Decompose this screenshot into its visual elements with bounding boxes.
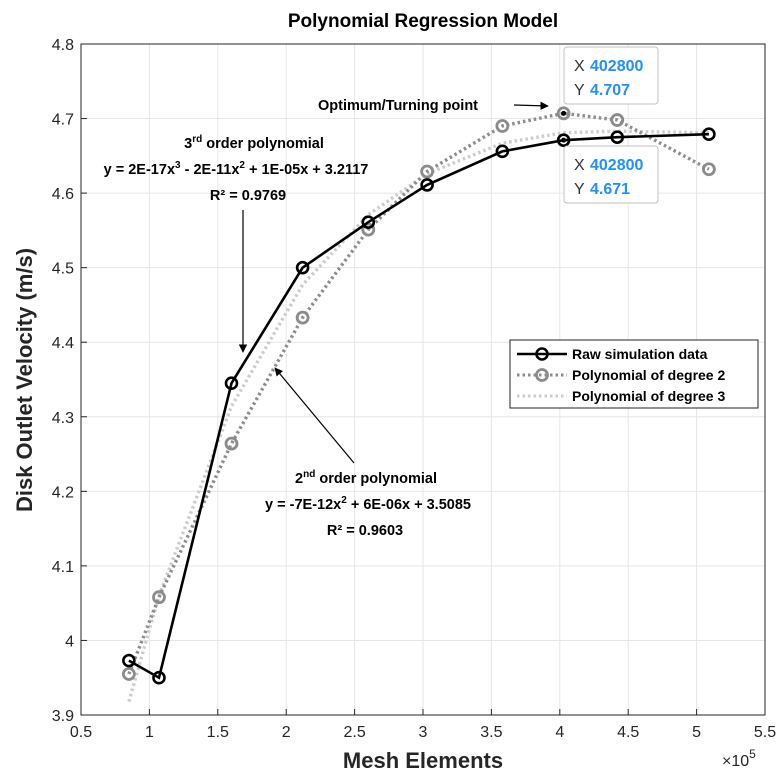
legend-label-raw: Raw simulation data [572,346,708,362]
data-point[interactable] [361,215,376,229]
data-point[interactable] [610,130,625,144]
datatip-y-key: Y [574,82,585,99]
data-point[interactable] [610,113,625,127]
datatip-x-key: X [574,157,585,174]
optimum-annotation: Optimum/Turning point [318,98,549,114]
cubic-annotation: 3rd order polynomial y = 2E-17x3 - 2E-11… [104,134,369,353]
quadratic-r2: R² = 0.9603 [327,523,403,539]
legend-marker-raw [535,347,549,361]
x-tick-label: 2 [282,724,291,741]
x-axis-label: Mesh Elements [343,748,503,773]
data-point[interactable] [224,376,239,391]
datatip-anchor [561,110,567,116]
data-point[interactable] [556,133,571,147]
cubic-heading: 3rd order polynomial [184,134,324,152]
data-point[interactable] [122,653,136,668]
y-tick-label: 4.1 [52,559,74,576]
datatip-lower[interactable]: X 402800 Y 4.671 [563,145,659,204]
y-tick-label: 4.4 [52,335,74,352]
y-tick-label: 4.5 [52,261,74,278]
data-point[interactable] [702,162,716,177]
data-point[interactable] [702,127,716,142]
y-tick-label: 4.7 [52,112,74,129]
datatip-x-value: 402800 [590,157,643,174]
x-tick-label: 4 [555,724,564,741]
x-tick-label: 5 [692,724,701,741]
y-ticks: 3.9 4 4.1 4.2 4.3 4.4 4.5 4.6 4.7 4.8 [52,37,87,725]
x-tick-label: 3 [419,724,428,741]
x-tick-label: 2.5 [343,724,365,741]
chart-title: Polynomial Regression Model [288,11,558,32]
data-point[interactable] [495,119,510,133]
datatip-box [563,46,659,105]
datatip-anchor [561,137,567,143]
y-tick-label: 4.6 [52,186,74,203]
quadratic-arrow [274,367,355,464]
legend-item-degree3: Polynomial of degree 3 [517,388,725,404]
data-point[interactable] [495,144,510,159]
x-tick-label: 3.5 [480,724,502,741]
legend-marker-degree2 [535,368,549,382]
quadratic-equation: y = -7E-12x2 + 6E-06x + 3.5085 [265,495,471,513]
y-tick-label: 4.2 [52,484,74,501]
datatip-x-key: X [574,58,585,75]
y-tick-label: 4.3 [52,410,74,427]
x-ticks: 0.5 1 1.5 2 2.5 3 3.5 4 4.5 5 5.5 [70,709,776,741]
optimum-label: Optimum/Turning point [318,98,478,114]
data-point[interactable] [420,178,434,192]
y-tick-label: 4.8 [52,37,74,54]
y-tick-label: 3.9 [52,708,74,725]
data-point[interactable] [152,590,166,605]
cubic-equation: y = 2E-17x3 - 2E-11x2 + 1E-05x + 3.2117 [104,160,369,178]
data-point[interactable] [420,164,435,179]
legend-label-degree3: Polynomial of degree 3 [572,388,725,404]
x-tick-label: 0.5 [70,724,92,741]
x-exponent: ×105 [722,747,756,770]
x-tick-label: 1.5 [207,724,229,741]
datatip-upper[interactable]: X 402800 Y 4.707 [563,46,659,105]
quadratic-heading: 2nd order polynomial [295,469,437,487]
datatip-y-value: 4.671 [590,181,630,198]
data-point[interactable] [556,106,571,121]
x-tick-label: 5.5 [754,724,776,741]
series-line [127,129,709,703]
x-tick-label: 1 [145,724,154,741]
y-tick-label: 4 [65,633,74,650]
legend: Raw simulation data Polynomial of degree… [509,339,759,409]
datatip-y-value: 4.707 [590,82,630,99]
legend-item-raw: Raw simulation data [517,346,708,362]
data-point[interactable] [295,310,310,325]
data-point[interactable] [361,222,376,237]
legend-label-degree2: Polynomial of degree 2 [572,367,725,383]
series-line [128,132,709,680]
data-point[interactable] [152,670,166,685]
data-point[interactable] [121,667,136,681]
y-axis-label: Disk Outlet Velocity (m/s) [12,248,37,512]
series-raw [122,127,716,685]
series-layer [121,106,716,703]
quadratic-annotation: 2nd order polynomial y = -7E-12x2 + 6E-0… [265,367,471,539]
cubic-r2: R² = 0.9769 [210,188,286,204]
datatip-y-key: Y [574,181,585,198]
x-tick-label: 4.5 [617,724,639,741]
series-degree3 [127,129,709,703]
data-point[interactable] [295,260,310,275]
series-degree2 [121,106,716,681]
datatip-x-value: 402800 [590,58,643,75]
data-point[interactable] [224,436,239,451]
datatip-box [563,145,659,204]
legend-item-degree2: Polynomial of degree 2 [517,367,725,383]
series-line [127,111,710,675]
optimum-arrow [513,101,549,110]
